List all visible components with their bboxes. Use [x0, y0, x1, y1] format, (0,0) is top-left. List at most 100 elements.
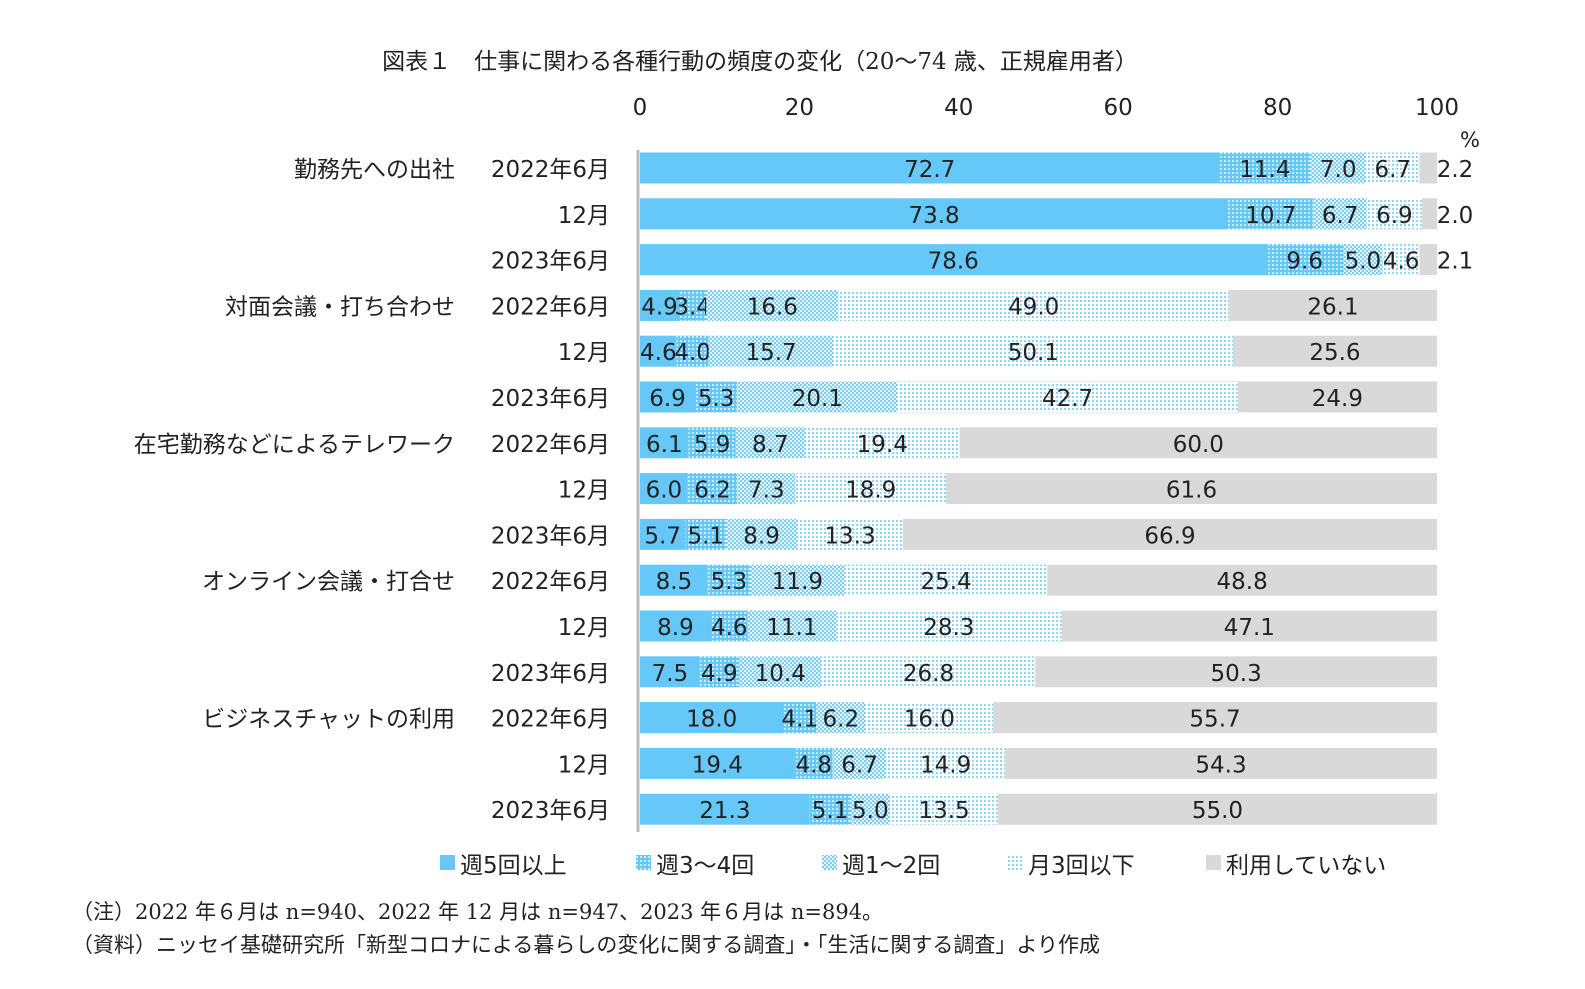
bar-segment: [897, 381, 1238, 413]
bar-segment: [1219, 152, 1311, 184]
bar-segment: [836, 610, 1062, 642]
data-label: 6.9: [649, 386, 686, 412]
legend-swatch: [440, 855, 455, 870]
period-label: 2022年6月: [491, 294, 610, 320]
period-label: 2022年6月: [491, 569, 610, 595]
bar-segment: [1035, 656, 1437, 688]
data-label: 49.0: [1008, 294, 1059, 320]
bar-segment: [821, 656, 1036, 688]
bar-segment: [679, 289, 707, 321]
category-label: ビジネスチャットの利用: [202, 707, 455, 733]
data-label: 7.3: [748, 478, 785, 504]
bar-segment: [640, 793, 810, 825]
data-label: 8.9: [743, 523, 780, 549]
bar-segment: [1310, 152, 1367, 184]
bar-segment: [676, 335, 709, 367]
x-tick-label: 0: [633, 95, 648, 121]
data-label: 8.9: [657, 615, 694, 641]
bar-segment: [886, 747, 1006, 779]
bar-segment: [1237, 381, 1437, 413]
data-label: 2.1: [1437, 249, 1474, 275]
bar-segment: [1382, 244, 1420, 276]
bar-segment: [833, 335, 1233, 367]
x-tick-label: 20: [785, 95, 814, 121]
period-label: 2022年6月: [491, 432, 610, 458]
bar-segment: [747, 610, 837, 642]
bar-segment: [1313, 198, 1367, 230]
period-label: 12月: [558, 615, 610, 641]
data-label: 42.7: [1042, 386, 1093, 412]
category-label: 対面会議・打ち合わせ: [225, 294, 455, 320]
note-source: （資料）ニッセイ基礎研究所「新型コロナによる暮らしの変化に関する調査」・「生活に…: [72, 933, 1100, 957]
bar-segment: [640, 335, 677, 367]
data-label: 25.4: [920, 569, 971, 595]
bar-segment: [997, 793, 1437, 825]
period-label: 12月: [558, 340, 610, 366]
data-label: 5.0: [1345, 249, 1382, 275]
bar-segment: [640, 427, 689, 459]
bar-segment: [1047, 564, 1437, 596]
data-label: 73.8: [908, 203, 959, 229]
data-label: 47.1: [1224, 615, 1275, 641]
x-tick-label: 100: [1415, 95, 1459, 121]
legend-label: 月3回以下: [1028, 853, 1135, 879]
category-label: 在宅勤務などによるテレワーク: [134, 432, 455, 458]
data-label: 4.9: [641, 294, 678, 320]
legend-label: 週5回以上: [460, 853, 567, 879]
bar-segment: [640, 702, 784, 734]
bar-segment: [795, 473, 947, 505]
data-label: 11.4: [1239, 157, 1290, 183]
bar-segment: [890, 793, 998, 825]
data-label: 66.9: [1144, 523, 1195, 549]
period-label: 2023年6月: [491, 386, 610, 412]
bar-segment: [783, 702, 817, 734]
data-label: 5.7: [644, 523, 681, 549]
x-unit-label: %: [1460, 128, 1480, 152]
data-label: 54.3: [1195, 752, 1246, 778]
data-label: 5.0: [852, 798, 889, 824]
bar-segment: [640, 610, 711, 642]
period-label: 2023年6月: [491, 798, 610, 824]
legend-label: 週1～2回: [842, 853, 940, 879]
bar-segment: [838, 289, 1229, 321]
data-label: 7.0: [1320, 157, 1357, 183]
bar-segment: [797, 518, 904, 550]
period-label: 2023年6月: [491, 249, 610, 275]
chart-title: 図表１ 仕事に関わる各種行動の頻度の変化（20～74 歳、正規雇用者）: [382, 49, 1138, 75]
x-tick-label: 80: [1263, 95, 1292, 121]
bar-segment: [708, 335, 834, 367]
bar-segment: [903, 518, 1437, 550]
data-label: 13.5: [918, 798, 969, 824]
bar-segment: [699, 656, 739, 688]
data-label: 50.1: [1008, 340, 1059, 366]
bar-segment: [1366, 198, 1422, 230]
data-label: 4.6: [640, 340, 677, 366]
bar-segment: [809, 793, 851, 825]
data-label: 2.2: [1437, 157, 1474, 183]
data-label: 6.9: [1376, 203, 1413, 229]
bar-segment: [640, 289, 680, 321]
data-label: 18.0: [686, 707, 737, 733]
bar-segment: [640, 518, 686, 550]
bar-segment: [1228, 289, 1437, 321]
data-label: 8.5: [656, 569, 693, 595]
data-label: 6.7: [841, 752, 878, 778]
data-label: 4.1: [782, 707, 819, 733]
data-label: 2.0: [1437, 203, 1474, 229]
bar-segment: [850, 793, 891, 825]
data-label: 10.7: [1245, 203, 1296, 229]
bar-segment: [737, 381, 898, 413]
data-label: 6.2: [694, 478, 731, 504]
bar-segment: [640, 198, 1229, 230]
data-label: 26.8: [903, 661, 954, 687]
legend-swatch: [1206, 855, 1221, 870]
period-label: 2023年6月: [491, 661, 610, 687]
legend-label: 週3～4回: [656, 853, 754, 879]
bar-segment: [1419, 244, 1437, 276]
bar-segment: [832, 747, 887, 779]
bar-segment: [640, 473, 688, 505]
bar-segment: [726, 518, 798, 550]
bar-segment: [749, 564, 845, 596]
data-label: 55.7: [1189, 707, 1240, 733]
